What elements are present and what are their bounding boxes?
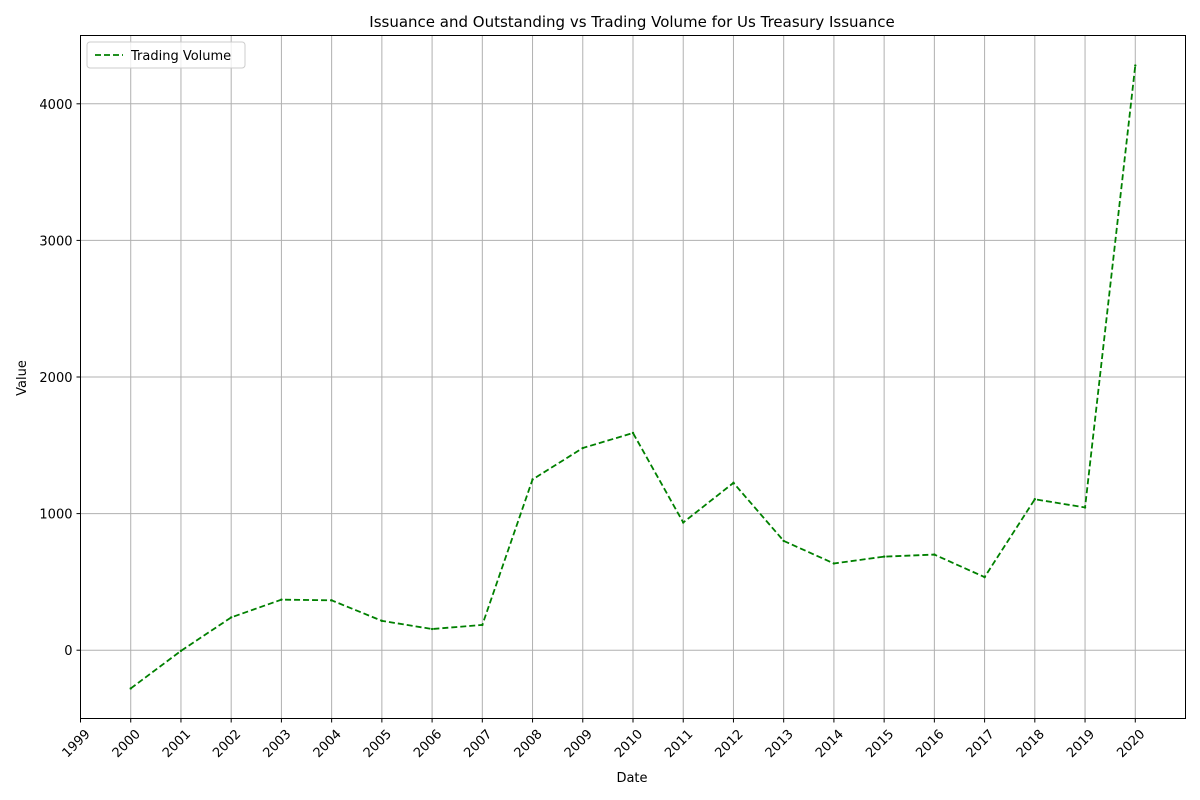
y-axis-label: Value: [15, 360, 30, 396]
data-point: [531, 478, 534, 481]
data-point: [983, 575, 986, 579]
y-tick-label: 3000: [39, 234, 72, 249]
data-point: [1134, 64, 1137, 67]
data-point: [229, 616, 233, 619]
x-tick-label: 2006: [411, 727, 445, 761]
data-point: [129, 687, 132, 690]
x-tick-label: 2015: [863, 727, 897, 761]
x-tick-label: 2008: [512, 727, 546, 761]
x-tick-label: 2014: [813, 727, 847, 761]
chart-title: Issuance and Outstanding vs Trading Volu…: [369, 13, 894, 31]
legend-label-trading-volume: Trading Volume: [130, 49, 231, 64]
data-point: [581, 446, 584, 450]
x-tick-label: 2016: [913, 727, 947, 761]
x-tick-label: 2005: [361, 727, 395, 761]
data-point: [782, 539, 785, 543]
data-point: [179, 649, 183, 653]
data-point: [430, 627, 434, 631]
data-point: [481, 623, 484, 627]
y-tick-label: 4000: [39, 98, 72, 113]
data-point: [380, 619, 384, 623]
x-tick-label: 2001: [160, 727, 194, 761]
data-point: [330, 599, 333, 602]
x-tick-label: 2011: [662, 727, 696, 761]
y-tick-label: 2000: [39, 371, 72, 386]
data-point: [1083, 506, 1087, 509]
x-tick-label: 2018: [1014, 727, 1048, 761]
data-point: [631, 431, 635, 435]
series-layer: [129, 64, 1137, 690]
legend: Trading Volume: [86, 41, 246, 69]
x-tick-label: 2010: [612, 727, 646, 761]
x-tick-label: 2004: [311, 727, 345, 761]
data-point: [280, 598, 283, 601]
y-tick-label: 0: [64, 644, 72, 659]
x-tick-label: 1999: [60, 727, 94, 761]
x-tick-label: 2012: [712, 727, 746, 761]
x-axis: 1999 2000 2001 2002 2003 2004 2005 2006 2007 2008…: [60, 718, 1148, 761]
y-tick-label: 1000: [39, 508, 72, 523]
grid: [80, 35, 1186, 719]
y-axis: 0 1000 2000 3000 4000: [39, 98, 81, 659]
x-tick-label: 2019: [1064, 727, 1098, 761]
series-line-trading-volume: [130, 65, 1137, 690]
x-tick-label: 2007: [461, 727, 495, 761]
x-tick-label: 2000: [110, 727, 144, 761]
data-point: [933, 553, 936, 556]
legend-box: [86, 41, 246, 69]
data-point: [832, 562, 836, 565]
data-point: [1033, 498, 1037, 501]
data-point: [682, 521, 685, 524]
x-tick-label: 2013: [763, 727, 797, 761]
data-point: [882, 555, 886, 558]
x-axis-label: Date: [616, 771, 647, 786]
x-tick-label: 2017: [964, 727, 998, 761]
x-tick-label: 2002: [210, 727, 244, 761]
x-tick-label: 2020: [1114, 727, 1148, 761]
x-tick-label: 2003: [260, 727, 294, 761]
data-point: [732, 481, 735, 485]
x-tick-label: 2009: [562, 727, 596, 761]
